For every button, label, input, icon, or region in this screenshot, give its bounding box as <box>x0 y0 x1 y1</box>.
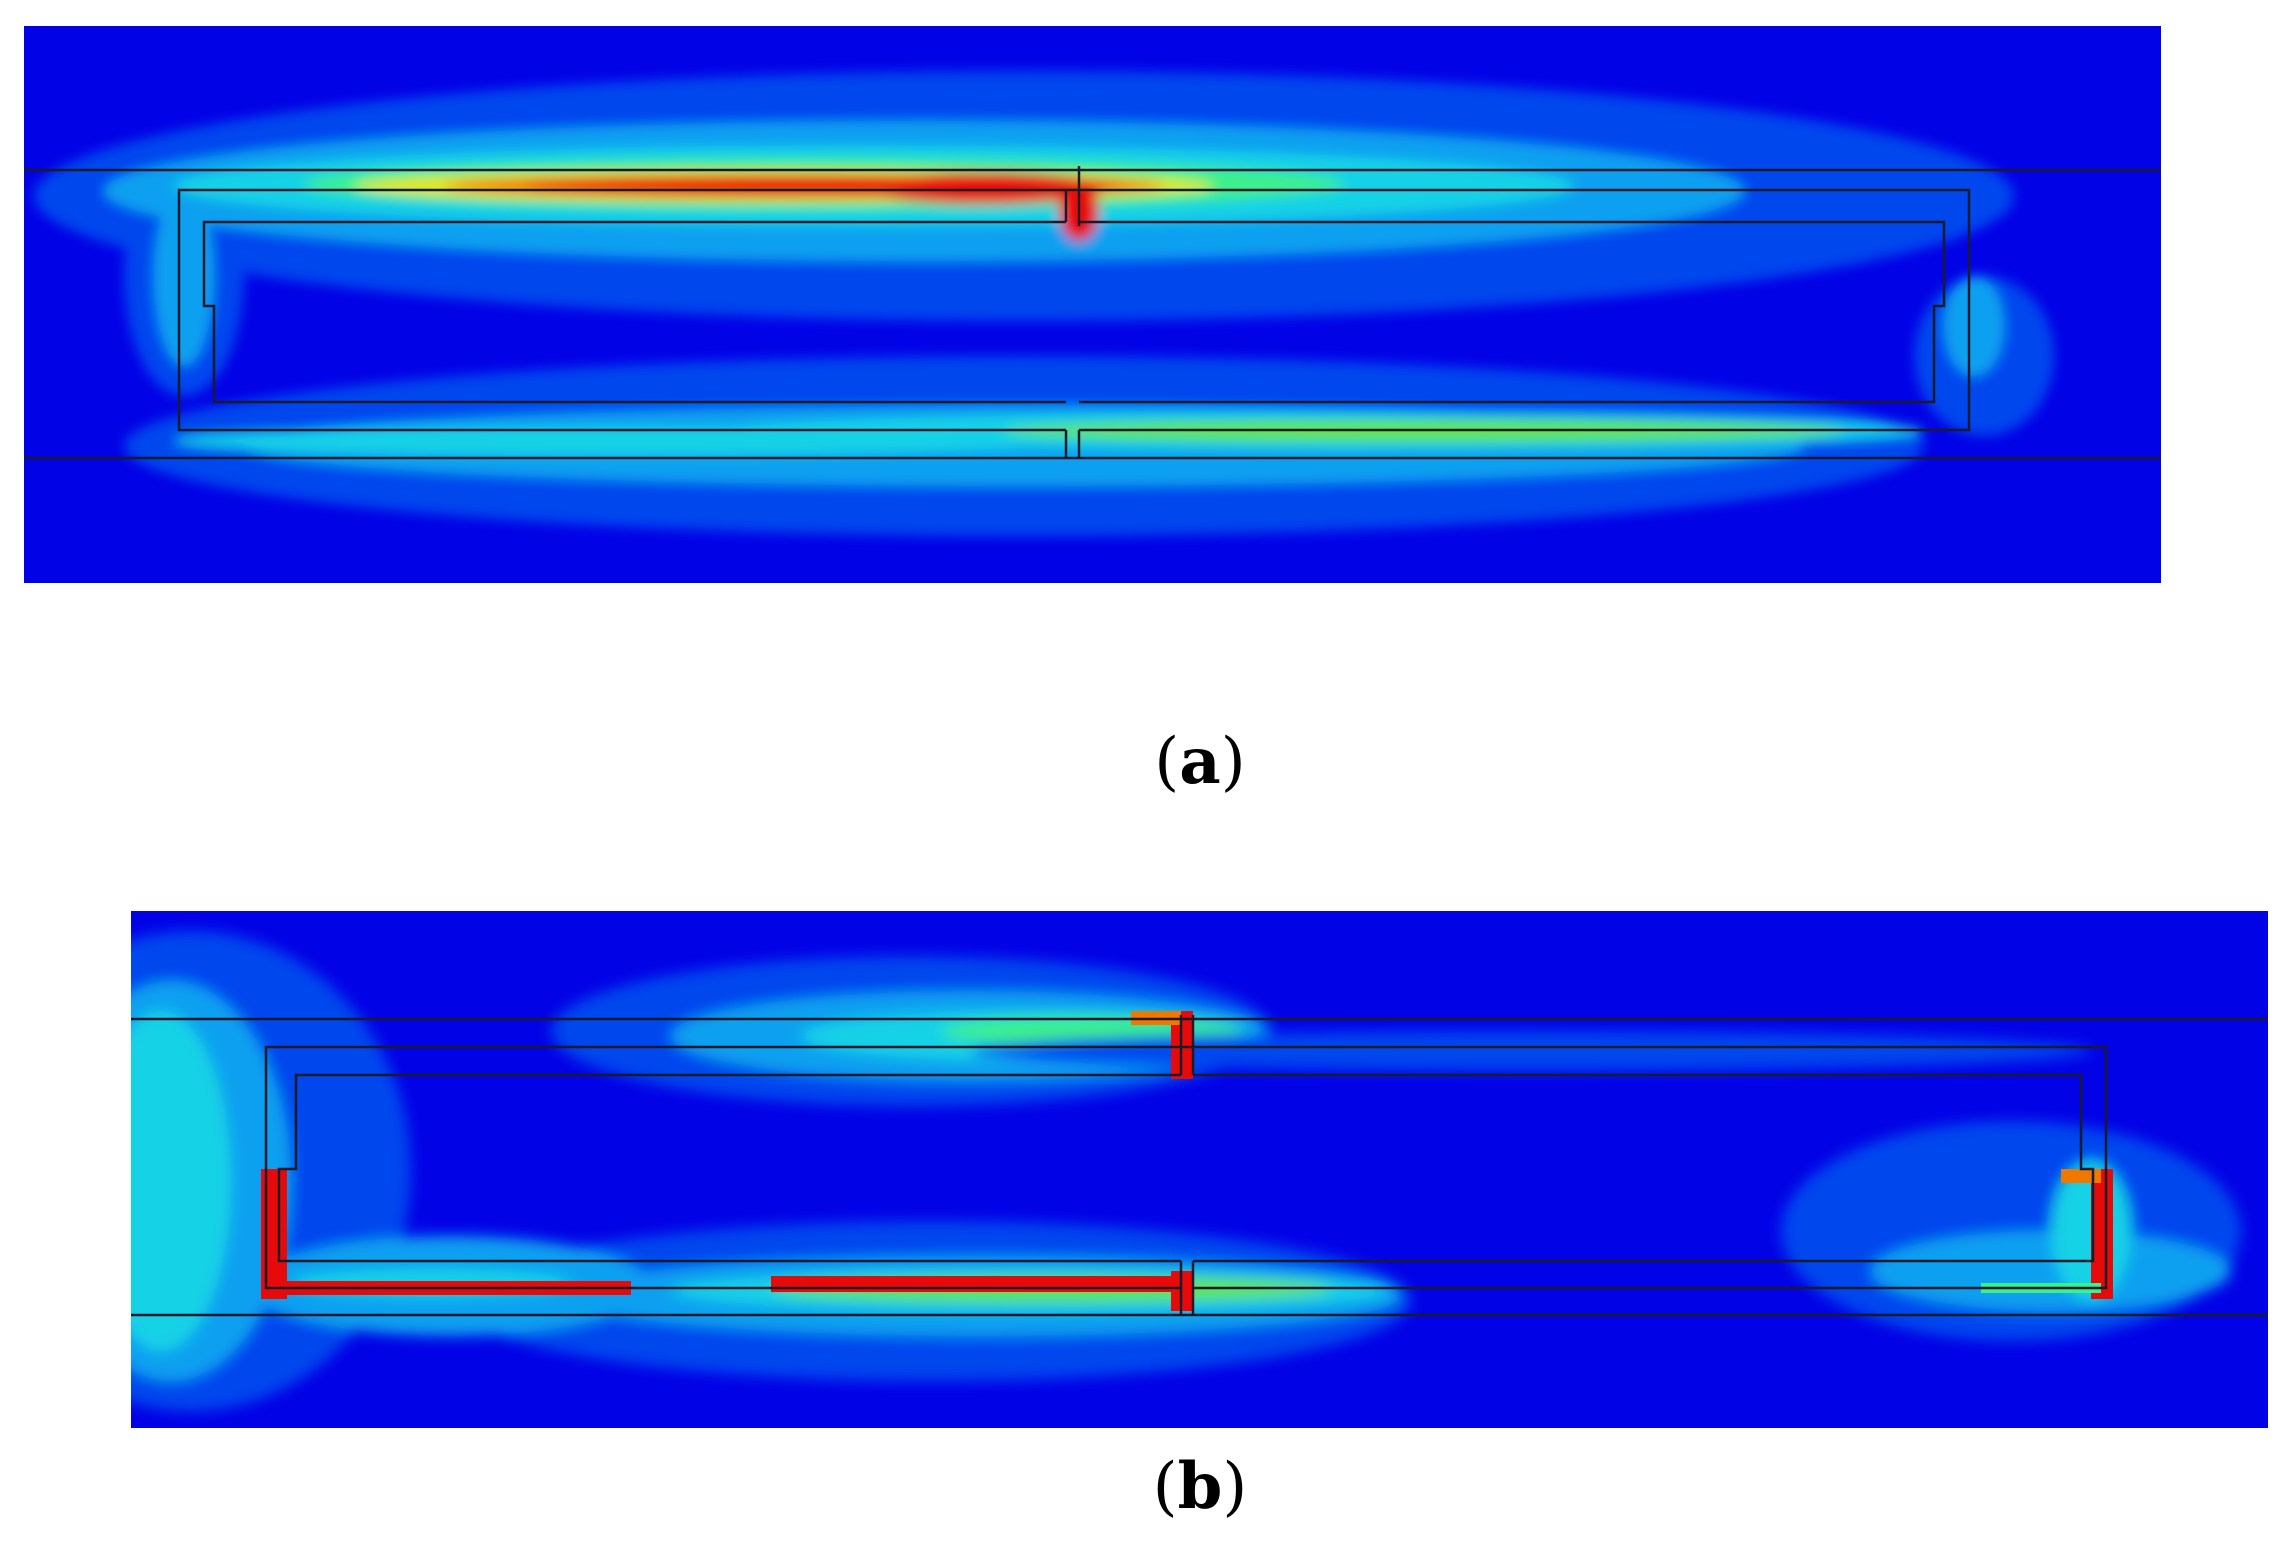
structure-outline-b <box>131 1015 2268 1317</box>
caption-b: (b) <box>1050 1455 1350 1520</box>
caption-b-open: ( <box>1152 1450 1178 1524</box>
structure-outline-a <box>24 166 2161 460</box>
caption-b-close: ) <box>1222 1450 1248 1524</box>
field-plot-a <box>24 26 2161 583</box>
field-plot-a-canvas <box>24 26 2161 583</box>
field-plot-b-canvas <box>131 911 2268 1428</box>
caption-b-label: b <box>1177 1449 1223 1524</box>
caption-a: (a) <box>1050 730 1350 795</box>
caption-a-open: ( <box>1154 725 1180 799</box>
caption-a-close: ) <box>1220 725 1246 799</box>
field-plot-b <box>131 911 2268 1428</box>
caption-a-label: a <box>1179 724 1221 799</box>
